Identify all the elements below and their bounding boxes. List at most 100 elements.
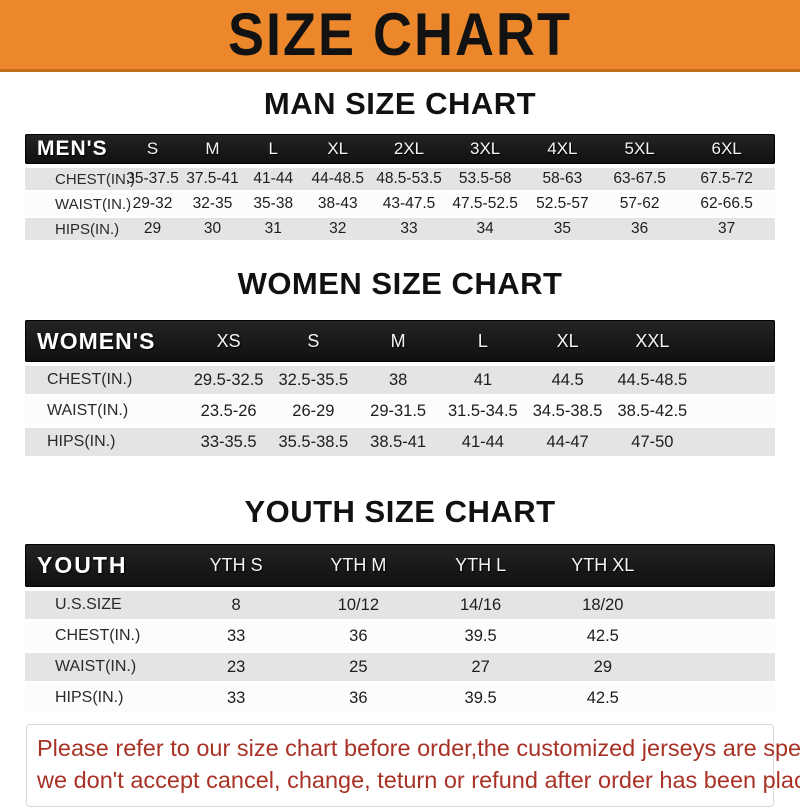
page-title: SIZE CHART	[228, 0, 572, 69]
table-header-row: YOUTH YTH S YTH M YTH L YTH XL	[25, 544, 775, 587]
cell-value: 44-47	[546, 432, 589, 451]
cell-value: 57-62	[619, 195, 660, 212]
cell-value: 18/20	[582, 595, 624, 614]
column-header: 5XL	[624, 139, 655, 158]
row-label: CHEST(IN.)	[55, 627, 141, 644]
youth-size-chart-section: YOUTH SIZE CHART YOUTH YTH S YTH M YTH L YTH…	[0, 494, 800, 712]
cell-value: 47-50	[631, 432, 674, 451]
table-row: CHEST(IN.) 29.5-32.5 32.5-35.5 38 41 44.5 44.5…	[25, 366, 775, 394]
man-section-heading: MAN SIZE CHART	[263, 86, 537, 121]
row-label: CHEST(IN.)	[55, 170, 135, 188]
cell-value: 25	[349, 657, 368, 676]
cell-value: 44.5	[551, 370, 584, 389]
row-label: WAIST(IN.)	[47, 402, 129, 419]
column-header: XXL	[635, 330, 670, 351]
column-header: YTH S	[209, 555, 263, 575]
cell-value: 31.5-34.5	[448, 401, 518, 420]
column-header: L	[268, 139, 278, 158]
cell-value: 34.5-38.5	[532, 401, 603, 420]
cell-value: 37.5-41	[186, 170, 239, 187]
women-size-chart-section: WOMEN SIZE CHART WOMEN'S XS S M L XL XXL CHEST(…	[0, 266, 800, 456]
column-header: XS	[216, 330, 241, 351]
column-header: S	[307, 330, 320, 351]
table-row: WAIST(IN.) 23.5-26 26-29 29-31.5 31.5-34.5 34…	[25, 397, 775, 425]
cell-value: 41-44	[461, 432, 504, 451]
row-label: HIPS(IN.)	[47, 433, 116, 450]
row-label: HIPS(IN.)	[55, 689, 124, 706]
cell-value: 43-47.5	[382, 195, 436, 212]
women-size-table: WOMEN'S XS S M L XL XXL CHEST(IN.) 29.5-32.5 32.5…	[25, 320, 775, 456]
cell-value: 27	[471, 657, 490, 676]
cell-value: 35.5-38.5	[278, 432, 349, 451]
table-row: CHEST(IN.) 35-37.5 37.5-41 41-44 44-48.5 48.5…	[25, 168, 775, 190]
cell-value: 29	[143, 220, 162, 237]
column-header: 4XL	[547, 139, 578, 158]
column-header: 2XL	[393, 139, 425, 158]
row-label: WAIST(IN.)	[55, 658, 137, 675]
cell-value: 48.5-53.5	[376, 170, 442, 187]
table-title-label: YOUTH	[37, 552, 128, 578]
table-row: U.S.SIZE 8 10/12 14/16 18/20	[25, 591, 775, 619]
row-label: CHEST(IN.)	[47, 371, 133, 388]
cell-value: 47.5-52.5	[452, 195, 518, 212]
men-size-table: MEN'S S M L XL 2XL 3XL 4XL 5XL 6XL CHEST(IN.) 35-37…	[25, 134, 775, 240]
table-title-label: WOMEN'S	[37, 327, 156, 354]
row-label: WAIST(IN.)	[55, 195, 132, 213]
disclaimer-line-1: Please refer to our size chart before or…	[37, 735, 800, 761]
table-header-row: MEN'S S M L XL 2XL 3XL 4XL 5XL 6XL	[25, 134, 775, 164]
cell-value: 29-31.5	[370, 401, 427, 420]
column-header: 6XL	[711, 139, 742, 158]
table-row: WAIST(IN.) 23 25 27 29	[25, 653, 775, 681]
cell-value: 29-32	[132, 195, 173, 212]
cell-value: 32	[329, 220, 347, 237]
table-header-row: WOMEN'S XS S M L XL XXL	[25, 320, 775, 362]
cell-value: 44.5-48.5	[617, 370, 688, 389]
cell-value: 39.5	[464, 688, 497, 707]
cell-value: 38-43	[317, 195, 358, 212]
row-label: HIPS(IN.)	[55, 220, 120, 238]
cell-value: 33	[226, 688, 246, 707]
cell-value: 35	[553, 220, 571, 237]
row-label: U.S.SIZE	[55, 596, 122, 613]
cell-value: 36	[349, 626, 368, 645]
man-size-chart-section: MAN SIZE CHART MEN'S S M L XL 2XL 3XL 4XL 5XL 6XL…	[0, 86, 800, 240]
table-row: HIPS(IN.) 29 30 31 32 33 34 35 36 37	[25, 218, 775, 240]
cell-value: 52.5-57	[536, 195, 589, 212]
cell-value: 42.5	[586, 626, 619, 645]
column-header: XL	[327, 139, 349, 158]
cell-value: 10/12	[337, 595, 379, 614]
column-header: YTH L	[455, 555, 507, 575]
cell-value: 36	[349, 688, 368, 707]
table-title-label: MEN'S	[37, 137, 108, 160]
table-row: HIPS(IN.) 33 36 39.5 42.5	[25, 684, 775, 712]
cell-value: 35-37.5	[126, 170, 179, 187]
table-row: HIPS(IN.) 33-35.5 35.5-38.5 38.5-41 41-44 44-…	[25, 428, 775, 456]
cell-value: 32.5-35.5	[278, 370, 349, 389]
cell-value: 67.5-72	[700, 170, 753, 187]
cell-value: 53.5-58	[458, 170, 512, 187]
cell-value: 38	[388, 370, 408, 389]
cell-value: 33-35.5	[200, 432, 257, 451]
cell-value: 38.5-41	[370, 432, 427, 451]
youth-size-table: YOUTH YTH S YTH M YTH L YTH XL U.S.SIZE 8 10/12…	[25, 544, 775, 712]
cell-value: 26-29	[292, 401, 335, 420]
cell-value: 33	[226, 626, 246, 645]
cell-value: 35-38	[253, 195, 294, 212]
column-header: M	[390, 330, 406, 351]
women-section-heading: WOMEN SIZE CHART	[237, 266, 563, 301]
cell-value: 44-48.5	[311, 170, 365, 187]
cell-value: 34	[476, 220, 494, 237]
cell-value: 8	[231, 595, 241, 614]
cell-value: 31	[264, 220, 282, 237]
cell-value: 41-44	[253, 170, 294, 187]
column-header: XL	[556, 330, 579, 351]
table-row: WAIST(IN.) 29-32 32-35 35-38 38-43 43-47.5 47.…	[25, 193, 775, 215]
youth-section-heading: YOUTH SIZE CHART	[244, 494, 556, 529]
cell-value: 23.5-26	[200, 401, 257, 420]
cell-value: 30	[203, 220, 222, 237]
cell-value: 63-67.5	[613, 170, 666, 187]
cell-value: 29.5-32.5	[193, 370, 264, 389]
cell-value: 36	[631, 220, 649, 237]
column-header: M	[205, 139, 220, 158]
column-header: S	[146, 139, 159, 158]
